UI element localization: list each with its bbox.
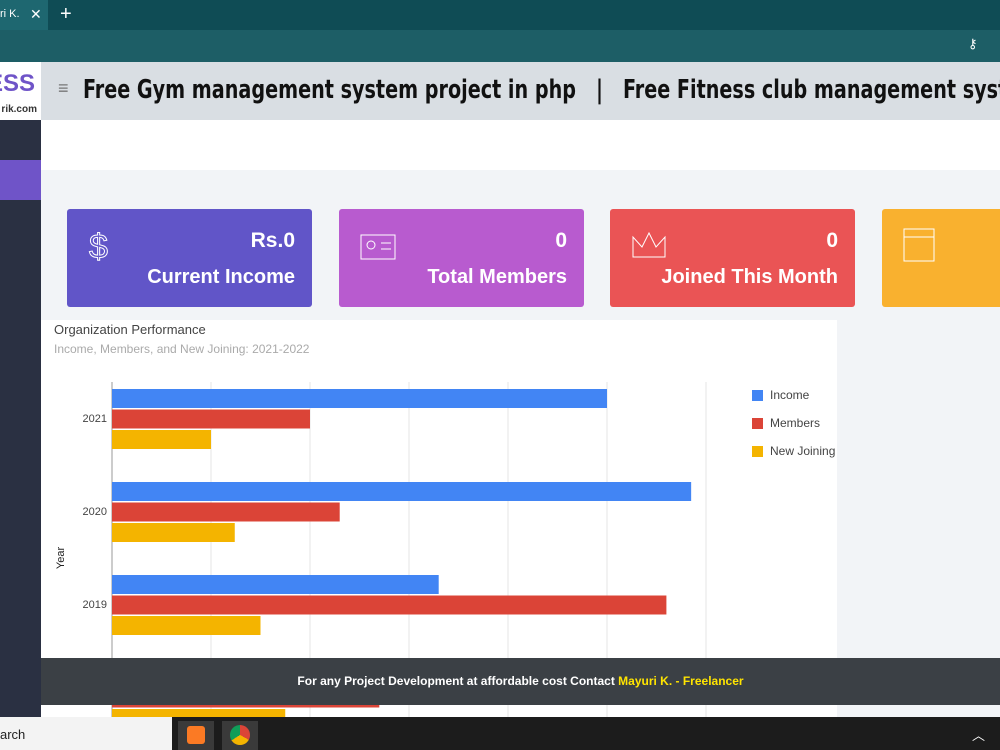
sidebar <box>0 120 41 717</box>
taskbar: arch ︿ <box>0 717 1000 750</box>
bar <box>112 409 310 429</box>
y-tick-label: 2021 <box>83 413 107 425</box>
tab[interactable]: ri K. ✕ <box>0 0 48 30</box>
card[interactable]: 0 Total Members <box>339 209 584 307</box>
footer-text: For any Project Development at affordabl… <box>297 674 615 688</box>
y-tick-label: 2019 <box>83 599 107 611</box>
icon <box>360 234 396 260</box>
sidebar-active[interactable] <box>0 160 41 200</box>
chart-subtitle: Income, Members, and New Joining: 2021-2… <box>54 342 310 356</box>
search-text: arch <box>0 727 26 742</box>
address-bar: ⚷ <box>0 30 1000 62</box>
bar <box>112 709 286 717</box>
key-icon[interactable]: ⚷ <box>968 36 978 51</box>
legend-label: New Joining <box>770 444 835 458</box>
legend-label: Members <box>770 416 820 430</box>
card-value: 0 <box>826 229 838 252</box>
new-tab[interactable]: + <box>60 3 72 25</box>
card-value: Rs.0 <box>250 229 295 252</box>
chart-title: Organization Performance <box>54 322 206 337</box>
card-label: Current Income <box>147 266 295 288</box>
logo[interactable]: ESS rik.com <box>0 62 41 120</box>
bar <box>112 616 261 635</box>
card[interactable]: 0 Joined This Month <box>610 209 855 307</box>
tab-close[interactable]: ✕ <box>30 6 42 22</box>
bar <box>112 595 667 615</box>
bar <box>112 482 692 501</box>
icon <box>903 228 935 262</box>
legend-label: Income <box>770 388 810 402</box>
footer: For any Project Development at affordabl… <box>41 658 1000 705</box>
card[interactable]: $ Rs.0 Current Income <box>67 209 312 307</box>
card-value: 0 <box>555 229 567 252</box>
bar <box>112 523 235 542</box>
menu-toggle[interactable]: ≡ <box>58 78 69 98</box>
legend-swatch <box>752 446 763 457</box>
icon <box>632 231 666 258</box>
xampp-icon[interactable] <box>178 721 214 750</box>
bar <box>112 502 340 522</box>
icon: $ <box>89 227 109 266</box>
footer-link[interactable]: Mayuri K. - Freelancer <box>618 674 744 688</box>
header-title: Free Gym management system project in ph… <box>83 75 1000 105</box>
bar <box>112 389 607 408</box>
svg-text:$: $ <box>89 228 108 266</box>
bar <box>112 575 439 594</box>
search-box[interactable]: arch <box>0 717 172 750</box>
logo-text: ESS <box>0 70 35 97</box>
tab-bar: ri K. ✕ + <box>0 0 1000 30</box>
card-label: Joined This Month <box>661 266 838 288</box>
tray-arrow[interactable]: ︿ <box>972 728 986 743</box>
legend-swatch <box>752 418 763 429</box>
tab-title: ri K. <box>0 8 20 20</box>
bar <box>112 430 211 449</box>
y-axis-label: Year <box>55 547 67 570</box>
top-strip <box>41 120 1000 170</box>
legend-swatch <box>752 390 763 401</box>
logo-sub: rik.com <box>1 104 37 115</box>
page-header: ESS rik.com ≡ Free Gym management system… <box>0 62 1000 120</box>
chrome-icon[interactable] <box>222 721 258 750</box>
card[interactable] <box>882 209 1000 307</box>
card-label: Total Members <box>427 266 567 288</box>
y-tick-label: 2020 <box>83 506 107 518</box>
